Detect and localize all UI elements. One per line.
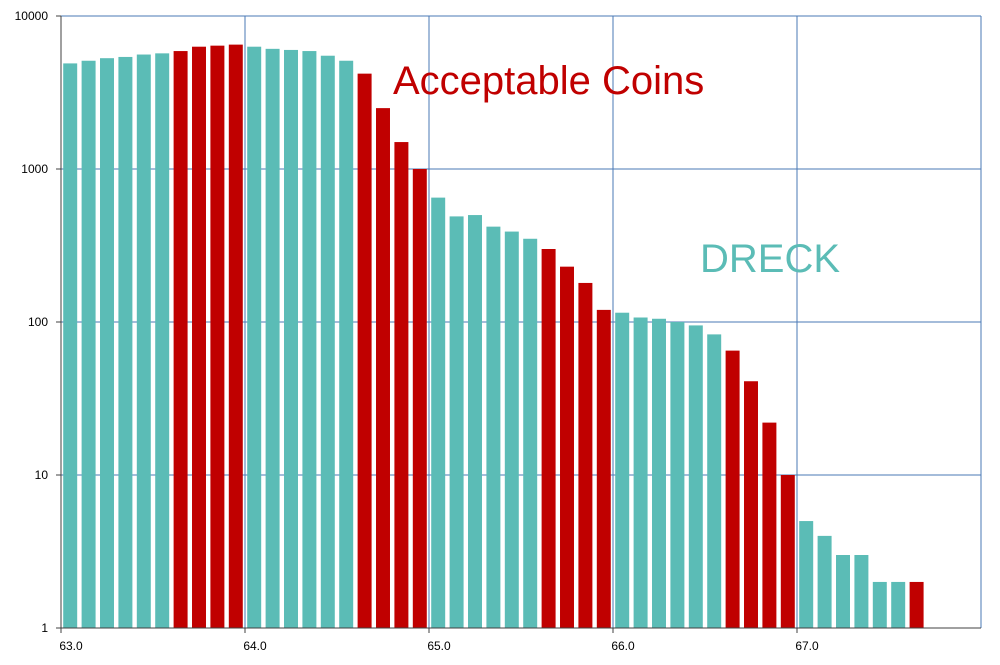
x-tick-label: 65.0 (427, 639, 451, 653)
bar-acceptable (744, 381, 758, 628)
bar-acceptable (228, 44, 243, 629)
bar-acceptable (210, 45, 225, 628)
y-tick-label: 10000 (15, 9, 49, 23)
bar-dreck (449, 216, 464, 628)
bar-acceptable (578, 282, 593, 628)
bar-acceptable (909, 581, 924, 628)
bar-dreck (854, 555, 869, 628)
bar-dreck (320, 55, 335, 629)
y-tick-label: 10 (35, 468, 49, 482)
bar-dreck (302, 51, 317, 629)
bar-dreck (817, 535, 832, 628)
bar-dreck (155, 53, 170, 629)
bar-dreck (615, 312, 630, 628)
bar-dreck (688, 325, 703, 628)
y-tick-label: 1 (41, 621, 48, 635)
x-tick-label: 64.0 (243, 639, 267, 653)
y-tick-label: 100 (28, 315, 48, 329)
bars (63, 44, 924, 629)
bar-dreck (523, 238, 538, 628)
bar-acceptable (376, 108, 390, 629)
bar-dreck (63, 63, 78, 628)
bar-acceptable (560, 266, 574, 628)
axes (56, 15, 981, 633)
bar-dreck (799, 521, 814, 628)
bar-dreck (707, 334, 722, 628)
bar-dreck (265, 48, 280, 628)
y-tick-labels: 1 10 100 1000 10000 (15, 9, 49, 635)
bar-acceptable (192, 46, 206, 628)
bar-dreck (891, 581, 906, 628)
bar-acceptable (541, 249, 556, 628)
bar-dreck (504, 231, 519, 628)
bar-dreck (284, 49, 298, 628)
annotation-dreck: DRECK (700, 237, 840, 281)
bar-dreck (836, 555, 850, 628)
y-tick-label: 1000 (21, 162, 48, 176)
x-tick-label: 66.0 (611, 639, 635, 653)
bar-acceptable (173, 51, 188, 629)
bar-acceptable (412, 169, 427, 628)
bar-dreck (100, 58, 114, 628)
bar-dreck (339, 60, 354, 629)
bar-acceptable (762, 422, 777, 628)
bar-acceptable (780, 475, 795, 628)
x-tick-labels: 63.0 64.0 65.0 66.0 67.0 (59, 639, 819, 653)
bar-acceptable (725, 350, 740, 628)
bar-dreck (468, 215, 482, 628)
bar-dreck (670, 322, 685, 628)
bar-dreck (136, 54, 151, 628)
x-tick-label: 63.0 (59, 639, 83, 653)
bar-dreck (633, 317, 648, 628)
bar-dreck (431, 197, 446, 628)
bar-dreck (872, 581, 887, 628)
annotation-acceptable-coins: Acceptable Coins (393, 59, 704, 103)
bar-acceptable (357, 73, 372, 628)
bar-dreck (652, 318, 666, 628)
bar-dreck (486, 226, 501, 628)
bar-acceptable (394, 142, 409, 628)
bar-dreck (247, 46, 262, 628)
bar-dreck (118, 56, 133, 628)
x-tick-label: 67.0 (795, 639, 819, 653)
bar-dreck (81, 60, 96, 629)
bar-acceptable (596, 309, 611, 628)
